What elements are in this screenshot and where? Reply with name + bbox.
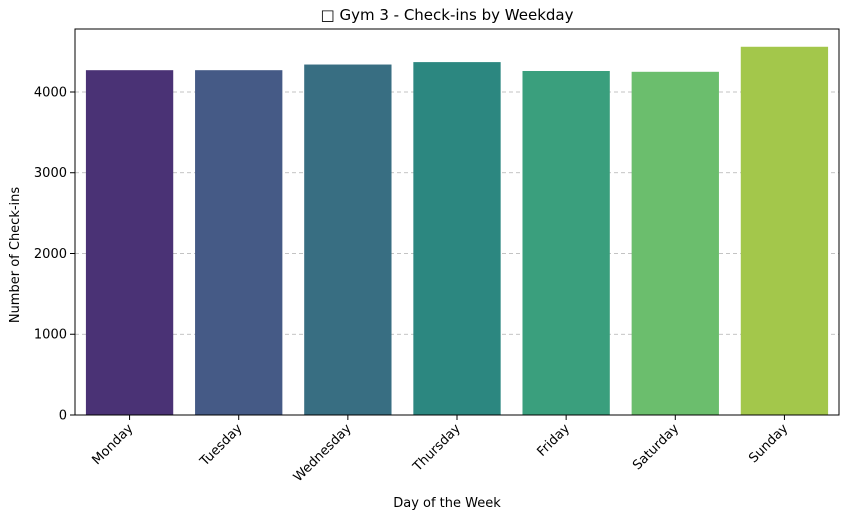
y-tick-label-1000: 1000: [34, 328, 67, 343]
bar-saturday: [631, 71, 719, 415]
x-tick-label-friday: Friday: [535, 421, 574, 460]
x-tick-label-thursday: Thursday: [410, 421, 464, 475]
x-axis-label: Day of the Week: [393, 496, 501, 511]
y-tick-label-4000: 4000: [34, 85, 67, 100]
chart-title: □ Gym 3 - Check-ins by Weekday: [321, 6, 574, 24]
bar-monday: [85, 70, 174, 416]
bars: [85, 46, 829, 416]
y-tick-label-2000: 2000: [34, 247, 67, 262]
bar-tuesday: [195, 70, 283, 416]
x-tick-label-sunday: Sunday: [746, 421, 791, 466]
bar-friday: [522, 70, 610, 415]
x-tick-label-wednesday: Wednesday: [291, 421, 355, 485]
y-axis-label: Number of Check-ins: [8, 187, 23, 324]
x-tick-label-monday: Monday: [89, 421, 136, 468]
y-tick-label-3000: 3000: [34, 166, 67, 181]
bar-wednesday: [304, 64, 392, 416]
x-tick-label-tuesday: Tuesday: [197, 421, 246, 470]
y-axis-ticks: 0 1000 2000 3000 4000: [34, 85, 75, 424]
x-axis-ticks: Monday Tuesday Wednesday Thursday Friday Satu…: [89, 415, 791, 485]
bar-sunday: [740, 46, 829, 416]
y-tick-label-0: 0: [59, 409, 67, 424]
x-tick-label-saturday: Saturday: [630, 421, 682, 473]
bar-thursday: [413, 62, 501, 415]
